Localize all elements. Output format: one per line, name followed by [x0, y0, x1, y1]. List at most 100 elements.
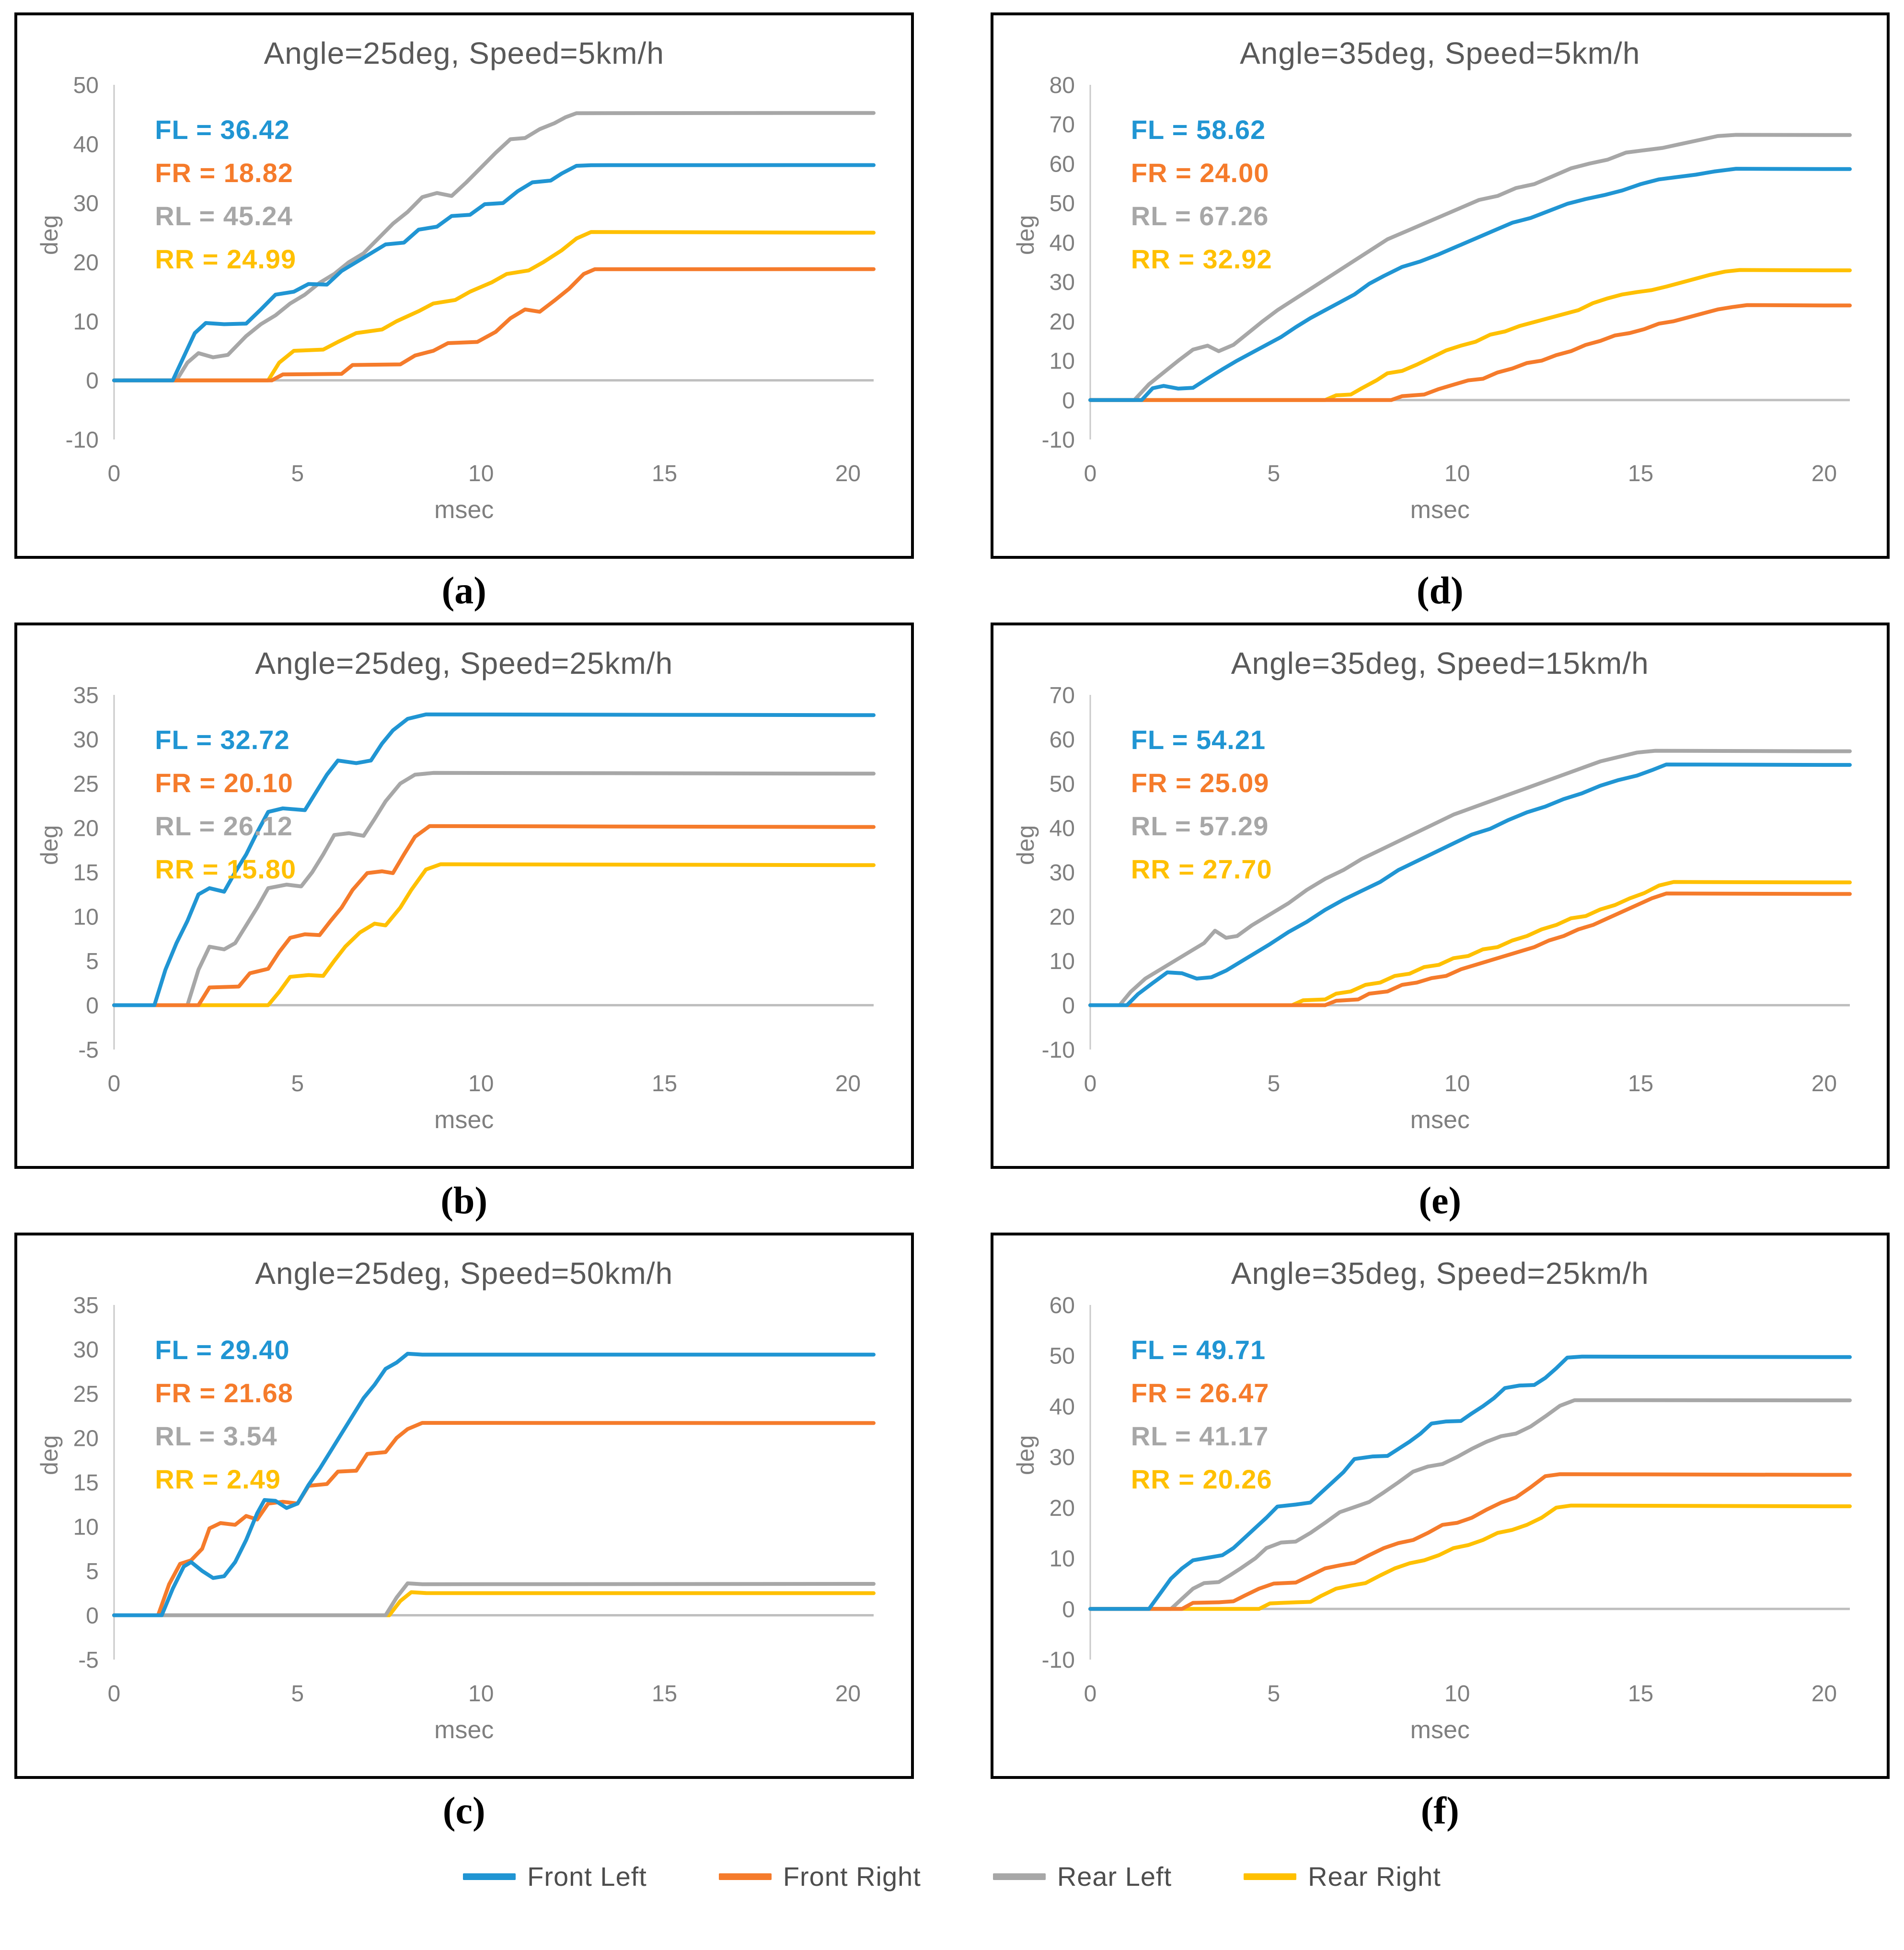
series-line-rl: [112, 111, 876, 382]
y-tick-label: 40: [1049, 231, 1074, 256]
series-line-rl: [1088, 133, 1852, 402]
annotation-fr: FR = 26.47: [1131, 1378, 1269, 1408]
y-tick-label: 30: [1049, 270, 1074, 295]
x-tick-label: 5: [291, 1681, 304, 1707]
annotation-rl: RL = 41.17: [1131, 1421, 1269, 1451]
annotation-box: FL = 49.71 FR = 26.47 RL = 41.17 RR = 20…: [1131, 1328, 1272, 1501]
panel-block-c: Angle=25deg, Speed=50km/h deg 35 30 25 20 15…: [14, 1233, 914, 1840]
y-tick-label: 0: [86, 369, 99, 394]
y-tick-label: 10: [73, 1515, 99, 1540]
y-tick-label: 50: [1049, 191, 1074, 217]
x-tick-label: 0: [1084, 1071, 1096, 1096]
x-axis-label: msec: [434, 1716, 494, 1744]
x-tick-label: 5: [1267, 461, 1280, 486]
y-tick-label: 30: [1049, 860, 1074, 886]
y-tick-label: 50: [1049, 1344, 1074, 1369]
legend-item-front-right: Front Right: [718, 1861, 921, 1892]
legend-item-rear-left: Rear Left: [992, 1861, 1172, 1892]
y-tick-label: 20: [1049, 905, 1074, 930]
x-tick-label: 20: [1811, 1071, 1836, 1096]
annotation-fr: FR = 24.00: [1131, 158, 1269, 188]
x-tick-label: 10: [468, 1071, 494, 1096]
y-tick-label: 20: [73, 250, 99, 276]
series-line-fl: [112, 1351, 876, 1617]
annotation-fl: FL = 58.62: [1131, 115, 1266, 145]
x-tick-label: 0: [108, 461, 121, 486]
series-line-fl: [112, 712, 876, 1007]
y-axis-label: deg: [1012, 215, 1039, 255]
line-chart: 35 30 25 20 15 10 5 0 -5 0 5 10 15 20: [73, 1293, 876, 1707]
series-line-fl: [1088, 167, 1852, 402]
panel-caption: (a): [441, 570, 486, 612]
x-tick-label: 5: [291, 1071, 304, 1096]
y-axis-label: deg: [1012, 1435, 1039, 1475]
x-tick-label: 0: [108, 1681, 121, 1707]
series-line-rr: [1088, 268, 1852, 402]
y-tick-label: 60: [1049, 151, 1074, 177]
line-chart: 50 40 30 20 10 0 -10 0 5 10 15 20: [66, 73, 876, 486]
x-tick-label: 5: [291, 461, 304, 486]
chart-panel-b: Angle=25deg, Speed=25km/h deg 35 30 25 20 15…: [14, 623, 914, 1169]
y-tick-label: 40: [1049, 816, 1074, 842]
annotation-rl: RL = 3.54: [155, 1421, 277, 1451]
y-tick-label: 20: [73, 816, 99, 842]
y-tick-label: 20: [1049, 309, 1074, 335]
chart-area: deg 35 30 25 20 15 10 5 0 -5 0 5 10 15 20 FL = 32.72 …: [36, 683, 886, 1134]
annotation-rr: RR = 24.99: [155, 244, 297, 274]
annotation-fr: FR = 18.82: [155, 158, 293, 188]
annotation-rl: RL = 45.24: [155, 201, 293, 231]
y-tick-label: 30: [73, 727, 99, 753]
panel-block-f: Angle=35deg, Speed=25km/h deg 60 50 40 30 20…: [990, 1233, 1890, 1840]
x-tick-label: 5: [1267, 1681, 1280, 1707]
x-axis-label: msec: [1410, 496, 1470, 524]
y-tick-label: 0: [1062, 993, 1075, 1019]
chart-area: deg 60 50 40 30 20 10 0 -10 0 5 10 15 20 FL = 49.71 …: [1012, 1293, 1862, 1744]
y-tick-label: 60: [1049, 1293, 1074, 1318]
x-tick-label: 10: [1444, 461, 1470, 486]
x-tick-label: 15: [652, 1681, 677, 1707]
y-tick-label: -5: [79, 1038, 99, 1063]
line-chart: 35 30 25 20 15 10 5 0 -5 0 5 10 15 20: [73, 683, 876, 1096]
y-tick-label: 10: [1049, 1546, 1074, 1572]
annotation-fl: FL = 29.40: [155, 1335, 290, 1365]
annotation-fl: FL = 54.21: [1131, 725, 1266, 755]
figure-grid: Angle=25deg, Speed=5km/h deg 50 40 30 20 10 0…: [14, 12, 1890, 1840]
front-left-line-swatch: [463, 1873, 516, 1880]
annotation-fl: FL = 36.42: [155, 115, 290, 145]
series-line-rl: [112, 1581, 876, 1617]
chart-area: deg 70 60 50 40 30 20 10 0 -10 0 5 10 15 20 FL = 54.2…: [1012, 683, 1862, 1134]
series-line-fr: [1088, 1472, 1852, 1611]
chart-panel-e: Angle=35deg, Speed=15km/h deg 70 60 50 40 30…: [990, 623, 1890, 1169]
y-tick-label: 10: [1049, 349, 1074, 374]
chart-panel-a: Angle=25deg, Speed=5km/h deg 50 40 30 20 10 0…: [14, 12, 914, 559]
x-tick-label: 20: [1811, 1681, 1836, 1707]
panel-caption: (d): [1416, 570, 1464, 612]
legend-label: Rear Left: [1057, 1861, 1172, 1892]
x-tick-label: 10: [468, 461, 494, 486]
panel-block-e: Angle=35deg, Speed=15km/h deg 70 60 50 40 30…: [990, 623, 1890, 1230]
series-line-fl: [1088, 762, 1852, 1007]
chart-title: Angle=25deg, Speed=5km/h: [264, 36, 664, 70]
y-tick-label: -10: [66, 427, 99, 453]
y-tick-label: -10: [1041, 1648, 1074, 1673]
annotation-box: FL = 54.21 FR = 25.09 RL = 57.29 RR = 27…: [1131, 718, 1272, 891]
series-line-fr: [1088, 303, 1852, 402]
legend-label: Front Right: [783, 1861, 921, 1892]
y-axis-label: deg: [36, 215, 63, 255]
chart-area: deg 80 70 60 50 40 30 20 10 0 -10 0 5 10 15 20 FL = 58…: [1012, 73, 1862, 524]
y-tick-label: 15: [73, 860, 99, 886]
annotation-box: FL = 32.72 FR = 20.10 RL = 26.12 RR = 15…: [155, 718, 296, 891]
y-tick-label: 30: [73, 1338, 99, 1363]
y-tick-label: 5: [86, 949, 99, 974]
series-line-rr: [112, 1590, 876, 1617]
y-tick-label: 40: [1049, 1394, 1074, 1419]
y-tick-label: -10: [1041, 1038, 1074, 1063]
x-axis-label: msec: [1410, 1106, 1470, 1134]
x-tick-label: 20: [835, 461, 861, 486]
x-tick-label: 0: [108, 1071, 121, 1096]
y-axis-label: deg: [1012, 825, 1039, 865]
chart-panel-c: Angle=25deg, Speed=50km/h deg 35 30 25 20 15…: [14, 1233, 914, 1779]
series-line-rr: [112, 230, 876, 382]
y-tick-label: 50: [1049, 772, 1074, 797]
legend-label: Front Left: [527, 1861, 647, 1892]
